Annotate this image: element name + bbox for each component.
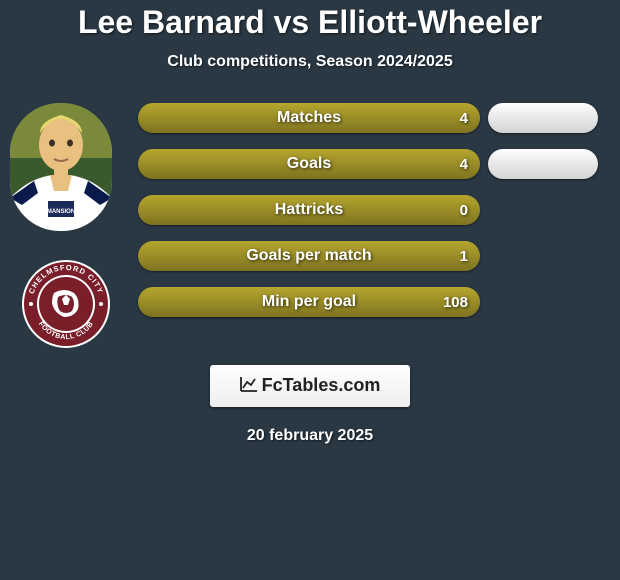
chart-icon <box>240 376 258 397</box>
page-subtitle: Club competitions, Season 2024/2025 <box>0 53 620 71</box>
svg-text:MANSION: MANSION <box>47 209 75 215</box>
stat-row-hattricks: Hattricks 0 <box>138 195 480 225</box>
branding-logo[interactable]: FcTables.com <box>210 365 411 407</box>
left-column: MANSION CHELMSFORD CITY <box>8 103 120 349</box>
player-avatar-svg: MANSION <box>10 103 112 231</box>
stat-label: Goals <box>287 155 331 173</box>
page-title: Lee Barnard vs Elliott-Wheeler <box>0 4 620 41</box>
content-area: MANSION CHELMSFORD CITY <box>0 103 620 317</box>
stats-column: Matches 4 Goals 4 Hattricks 0 Goals per … <box>138 103 480 317</box>
stat-row-goals-per-match: Goals per match 1 <box>138 241 480 271</box>
footer: FcTables.com 20 february 2025 <box>0 365 620 445</box>
stat-value: 4 <box>460 110 468 127</box>
stat-value: 108 <box>443 294 468 311</box>
stat-row-min-per-goal: Min per goal 108 <box>138 287 480 317</box>
right-column <box>488 103 598 195</box>
player-avatar: MANSION <box>10 103 112 231</box>
stat-row-goals: Goals 4 <box>138 149 480 179</box>
stat-value: 0 <box>460 202 468 219</box>
right-pill-2 <box>488 149 598 179</box>
club-badge: CHELMSFORD CITY FOOTBALL CLUB <box>16 259 116 349</box>
stat-label: Goals per match <box>246 247 371 265</box>
stat-label: Min per goal <box>262 293 356 311</box>
root-container: Lee Barnard vs Elliott-Wheeler Club comp… <box>0 0 620 445</box>
stat-value: 1 <box>460 248 468 265</box>
right-pill-1 <box>488 103 598 133</box>
stat-value: 4 <box>460 156 468 173</box>
date-text: 20 february 2025 <box>0 427 620 445</box>
club-badge-svg: CHELMSFORD CITY FOOTBALL CLUB <box>16 259 116 349</box>
stat-label: Matches <box>277 109 341 127</box>
branding-text: FcTables.com <box>262 375 381 395</box>
stat-label: Hattricks <box>275 201 343 219</box>
stat-row-matches: Matches 4 <box>138 103 480 133</box>
